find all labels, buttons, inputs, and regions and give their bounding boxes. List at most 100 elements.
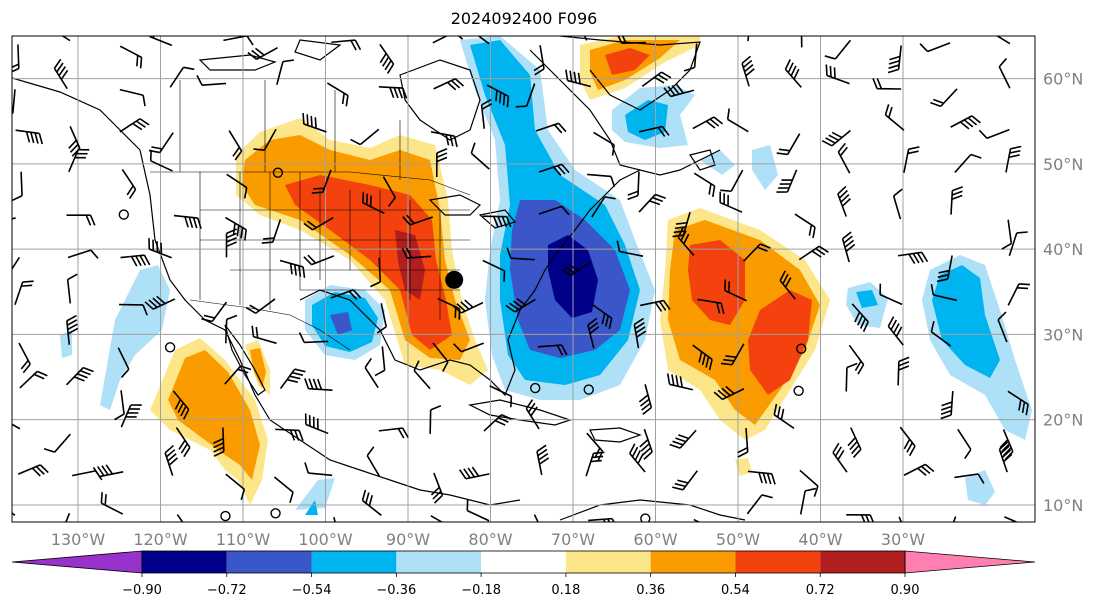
- wind-barb: [169, 66, 195, 88]
- latitude-label: 30°N: [1043, 325, 1083, 344]
- wind-barb: [978, 128, 1010, 140]
- wind-barb: [119, 45, 143, 69]
- wind-barb: [43, 433, 71, 453]
- wind-barb: [538, 163, 570, 176]
- wind-barb: [330, 289, 362, 300]
- colorbar-tick-label: 0.18: [551, 583, 580, 598]
- wind-barb: [693, 172, 716, 197]
- wind-barb: [92, 464, 124, 478]
- wind-barb: [950, 115, 981, 130]
- wind-barb: [247, 46, 278, 61]
- wind-barb: [12, 44, 20, 73]
- wind-barb: [800, 36, 803, 48]
- wind-barb: [304, 378, 333, 391]
- wind-barb: [120, 404, 142, 428]
- wind-barb: [19, 370, 48, 389]
- wind-barb: [175, 427, 191, 458]
- wind-barb: [173, 214, 202, 229]
- wind-barb: [466, 499, 490, 522]
- latitude-label: 60°N: [1043, 70, 1083, 89]
- longitude-label: 50°W: [716, 530, 760, 549]
- longitude-label: 120°W: [133, 530, 188, 549]
- longitude-label: 130°W: [51, 530, 106, 549]
- wind-barb: [261, 219, 282, 244]
- wind-barb: [279, 368, 306, 390]
- wind-barb: [326, 82, 349, 107]
- map-frame: [11, 35, 1036, 523]
- wind-barb: [638, 193, 666, 213]
- wind-barb: [66, 214, 96, 226]
- wind-barb: [720, 343, 745, 366]
- plot-title: 2024092400 F096: [450, 9, 598, 28]
- wind-barb: [117, 347, 130, 379]
- coastline-arctic-islands: [198, 54, 277, 71]
- wind-barb: [773, 403, 795, 430]
- colorbar-segment: [565, 551, 651, 573]
- wind-barb: [245, 298, 276, 314]
- wind-barb: [378, 427, 409, 439]
- coastline-newfoundland: [689, 149, 716, 171]
- wind-barb: [304, 413, 329, 435]
- wind-barb: [587, 173, 616, 188]
- wind-barb: [15, 129, 44, 145]
- wind-barb: [950, 186, 963, 215]
- wind-barb: [930, 320, 952, 347]
- wind-barb: [742, 243, 771, 262]
- wind-barb: [784, 59, 802, 88]
- wind-barb: [724, 279, 747, 302]
- wind-barb: [726, 108, 749, 133]
- wind-barb: [821, 129, 851, 147]
- anomaly-positive-strong: [688, 240, 745, 325]
- colorbar-segment: [226, 551, 312, 573]
- wind-barb: [225, 216, 247, 241]
- anomaly-positive-mid: [250, 348, 266, 388]
- wind-barb: [311, 169, 332, 194]
- wind-barb: [841, 231, 856, 263]
- wind-barb: [585, 451, 605, 477]
- wind-barb: [846, 513, 875, 522]
- wind-barb: [480, 98, 493, 129]
- wind-barb: [489, 385, 513, 408]
- colorbar-segment: [650, 551, 736, 573]
- coastline-north-america-west: [12, 77, 521, 506]
- wind-barb: [17, 464, 49, 477]
- wind-barb: [666, 373, 694, 391]
- wind-barb: [535, 122, 567, 134]
- calm-wind-circle: [270, 508, 281, 519]
- anomaly-negative-mid: [932, 265, 1000, 378]
- coastline-greenland: [559, 36, 701, 111]
- wind-barb: [741, 55, 755, 87]
- wind-barb: [672, 470, 698, 491]
- wind-barb: [61, 36, 71, 42]
- wind-barb: [899, 426, 916, 457]
- wind-barb: [998, 441, 1013, 473]
- wind-barb: [149, 149, 173, 172]
- wind-barb: [482, 215, 512, 228]
- wind-barb: [639, 428, 653, 460]
- border-lines: [199, 172, 470, 320]
- wind-barb: [672, 211, 691, 238]
- longitude-label: 90°W: [386, 530, 430, 549]
- wind-barb: [486, 84, 510, 108]
- wind-barb: [12, 256, 21, 271]
- wind-barb: [196, 75, 227, 86]
- wind-barb: [887, 316, 904, 346]
- anomaly-negative-weak: [752, 145, 778, 190]
- wind-barb: [100, 492, 124, 515]
- anomaly-negative-strong: [330, 312, 352, 335]
- wind-barb: [593, 131, 615, 156]
- wind-barb: [837, 142, 851, 174]
- wind-barb: [533, 514, 539, 522]
- wind-barb: [591, 303, 613, 330]
- wind-barb: [663, 83, 695, 98]
- wind-barbs: [12, 36, 1030, 522]
- wind-barb: [65, 366, 94, 386]
- calm-wind-circle: [220, 510, 231, 522]
- wind-barb: [228, 130, 243, 161]
- wind-barb: [273, 476, 294, 503]
- wind-barb: [172, 390, 190, 420]
- wind-barb: [378, 86, 408, 99]
- wind-barb: [432, 36, 464, 44]
- wind-barb: [119, 118, 150, 133]
- coastline-labrador: [529, 49, 641, 171]
